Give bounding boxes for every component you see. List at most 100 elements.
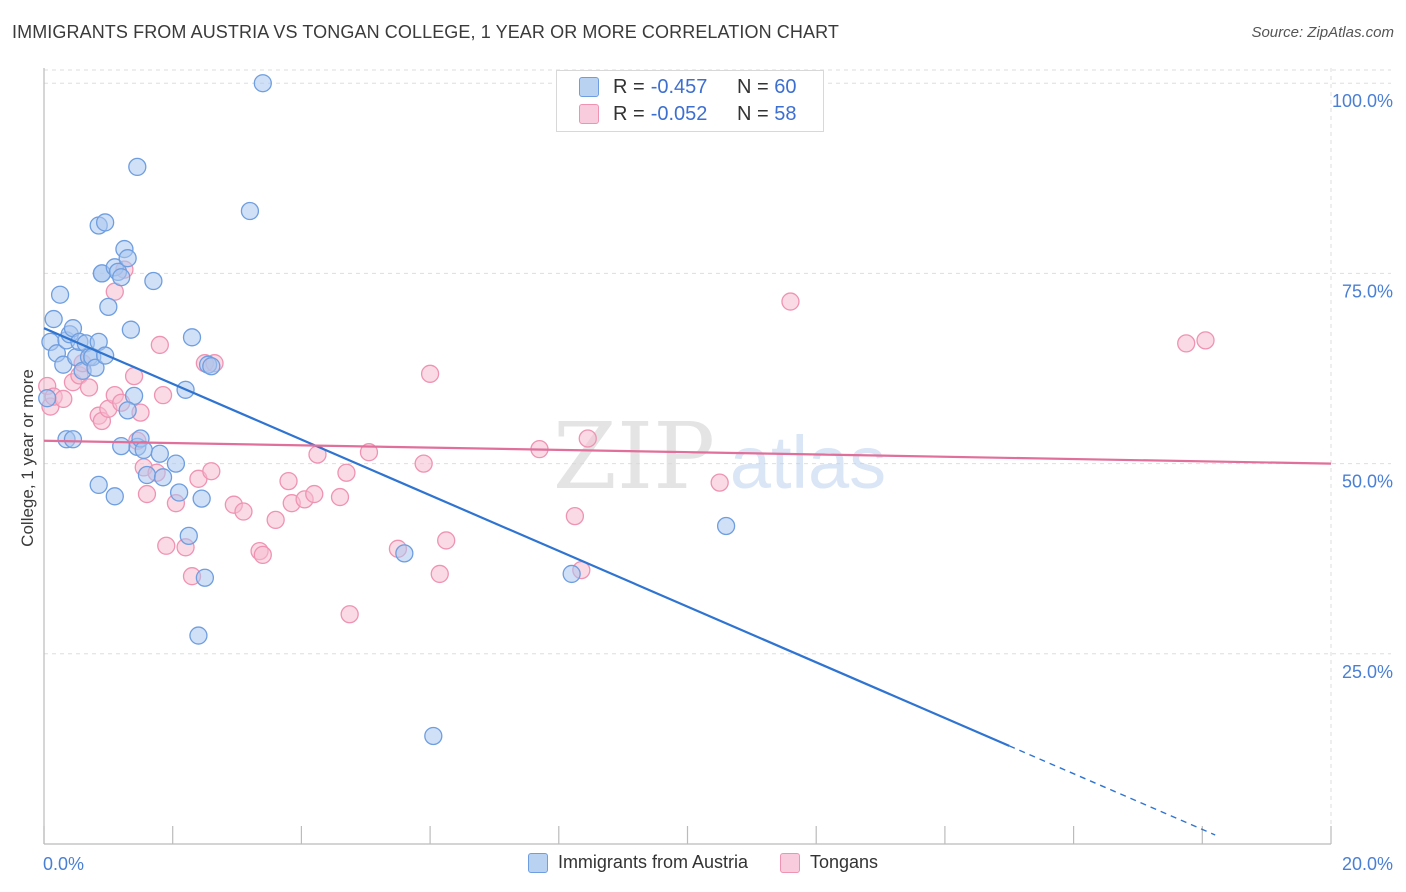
n-value: 58 [774,102,797,125]
austria-point [182,328,202,347]
series-legend: Immigrants from Austria Tongans [0,852,1406,873]
correlation-legend: R = -0.457 N = 60 R = -0.052 N = 58 [556,70,824,132]
legend-row-austria: R = -0.457 N = 60 [579,74,797,100]
tongan-point [234,502,253,521]
tongan-point [781,292,800,311]
tongan-point [1177,334,1196,353]
tongan-trend-line [43,439,1332,465]
tongan-point [1196,331,1215,350]
tongan-point [330,487,350,507]
austria-point [89,475,108,495]
tongan-point [150,335,169,355]
austria-point [169,483,189,502]
tongan-point [578,429,597,448]
austria-point [716,516,736,536]
tongan-point [420,364,440,383]
tongan-point [437,531,456,550]
x-tick-label: 0.0% [43,854,84,874]
x-tick-label: 20.0% [1342,854,1393,874]
r-value: -0.457 [650,75,708,98]
legend-item-tongan[interactable]: Tongans [779,852,879,873]
austria-point [99,297,118,317]
tongan-point [137,484,157,504]
austria-point [121,320,141,339]
tongan-point [710,473,729,492]
austria-point [395,544,414,563]
austria-point [189,626,208,645]
austria-point [240,201,260,221]
legend-row-tongan: R = -0.052 N = 58 [579,101,797,127]
r-label: R = [613,75,645,98]
source-label: Source: ZipAtlas.com [1251,24,1394,41]
austria-point [179,526,198,546]
austria-point [195,568,215,587]
r-value: -0.052 [650,102,708,125]
n-label: N = [737,102,769,125]
grid-lines [44,68,1391,844]
y-tick-label: 50.0% [1342,472,1393,492]
tongan-legend-swatch [779,852,800,873]
tongan-point [79,378,99,397]
austria-point [192,489,211,508]
tongan-point [266,510,285,530]
austria-point [137,465,157,485]
tongan-point [359,443,379,462]
n-group: N = 58 [737,103,797,126]
tongan-point [414,454,433,473]
n-group: N = 60 [737,76,797,99]
austria-trend-extension [1008,745,1216,836]
austria-swatch [579,77,599,97]
austria-legend-swatch [527,852,548,873]
watermark-zip: ZIP [553,403,715,510]
austria-point [562,564,581,584]
tongan-point [565,506,585,526]
austria-point [202,357,221,376]
n-value: 60 [774,75,797,98]
y-tick-label: 100.0% [1332,91,1393,111]
austria-point [424,726,443,746]
chart-title: IMMIGRANTS FROM AUSTRIA VS TONGAN COLLEG… [12,22,839,42]
austria-point [134,440,153,460]
tongan-point [279,471,298,491]
austria-point [144,271,163,291]
tongan-point [305,484,324,504]
tongan-point [54,389,73,409]
r-label: R = [613,102,645,125]
tongan-legend-label: Tongans [809,852,879,872]
austria-point [86,358,105,377]
tongan-point [157,536,176,555]
tongan-point [153,385,173,405]
n-label: N = [737,75,769,98]
legend-item-austria[interactable]: Immigrants from Austria [527,852,748,873]
tongan-point [430,564,449,584]
austria-point [153,468,173,487]
austria-point [253,74,272,93]
austria-point [38,389,57,408]
tongan-point [337,463,356,482]
austria-point [112,268,131,287]
austria-point [50,285,70,304]
trend-lines [43,327,1332,836]
austria-point [44,309,63,329]
austria-point [150,444,169,463]
tongan-point [253,545,272,565]
watermark-atlas: atlas [730,421,886,504]
tongan-swatch [579,104,599,124]
austria-point [118,249,137,268]
austria-point [63,430,83,449]
austria-point [95,213,115,232]
y-tick-label: 25.0% [1342,662,1393,682]
austria-point [118,401,137,420]
axes [43,68,1332,845]
austria-point [112,436,131,456]
tongan-point [340,605,359,624]
tongan-point [202,462,221,481]
austria-point [128,157,147,177]
austria-trend-line [43,327,1010,747]
y-tick-label: 75.0% [1342,281,1393,301]
austria-point [105,487,124,506]
austria-legend-label: Immigrants from Austria [557,852,748,872]
austria-point [166,454,186,473]
tick-labels: 25.0% 50.0% 75.0% 100.0% 0.0% 20.0% [43,91,1393,874]
